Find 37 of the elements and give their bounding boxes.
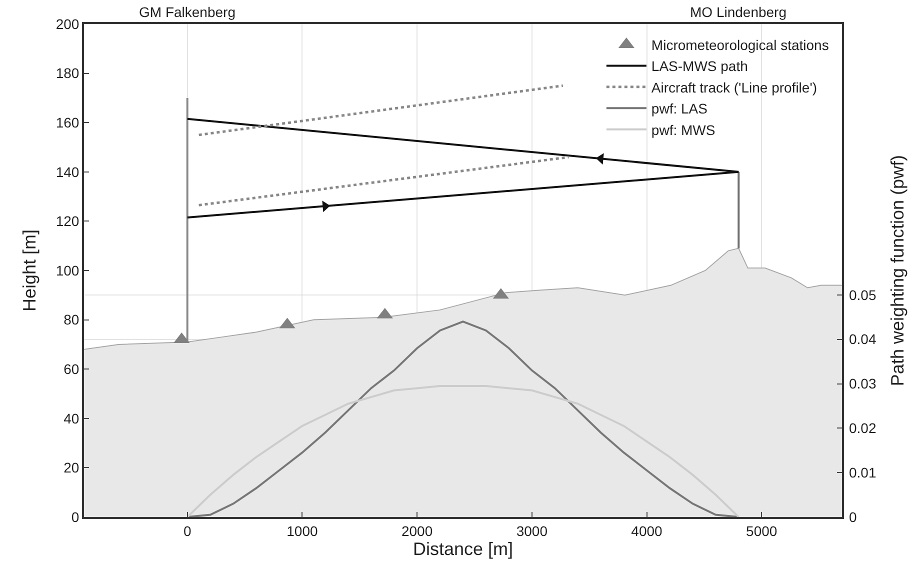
y2-tick-label: 0.02 — [849, 420, 876, 436]
y2-tick-label: 0.05 — [849, 286, 876, 303]
y-tick-label: 120 — [56, 213, 80, 230]
legend-label: LAS-MWS path — [651, 58, 748, 74]
y2-tick-label: 0.04 — [849, 331, 876, 348]
y-tick-label: 100 — [56, 262, 80, 278]
y-tick-label: 80 — [64, 312, 80, 328]
x-axis-title: Distance [m] — [412, 538, 514, 559]
legend-label: Aircraft track ('Line profile') — [651, 79, 818, 96]
x-tick-label: 0 — [183, 522, 192, 539]
y2-tick-label: 0.01 — [849, 464, 876, 480]
x-tick-label: 2000 — [401, 522, 433, 539]
x-tick-label: 3000 — [516, 522, 548, 539]
point — [596, 153, 604, 165]
y-axis-title: Height [m] — [20, 229, 40, 312]
legend-label: pwf: MWS — [651, 122, 716, 138]
y2-tick-label: 0 — [849, 508, 857, 525]
legend-label: Micrometeorological stations — [651, 36, 829, 53]
legend-label: pwf: LAS — [651, 100, 708, 117]
y-tick-label: 160 — [56, 114, 80, 130]
text: MO Lindenberg — [690, 4, 787, 20]
y-tick-label: 20 — [64, 460, 80, 476]
y-tick-label: 200 — [56, 16, 80, 32]
y-tick-label: 60 — [64, 361, 80, 377]
y-tick-label: 140 — [56, 164, 80, 180]
line-series — [186, 320, 740, 517]
y2-axis-title: Path weighting function (pwf) — [888, 154, 908, 386]
x-tick-label: 4000 — [631, 522, 663, 539]
point — [322, 200, 330, 212]
line-series — [186, 384, 740, 517]
x-tick-label: 5000 — [746, 522, 778, 539]
y-tick-label: 180 — [56, 65, 80, 82]
y2-tick-label: 0.03 — [849, 376, 876, 392]
text: GM Falkenberg — [139, 4, 236, 20]
x-tick-label: 1000 — [286, 522, 318, 539]
y-tick-label: 40 — [64, 410, 80, 426]
y-tick-label: 0 — [71, 508, 80, 525]
